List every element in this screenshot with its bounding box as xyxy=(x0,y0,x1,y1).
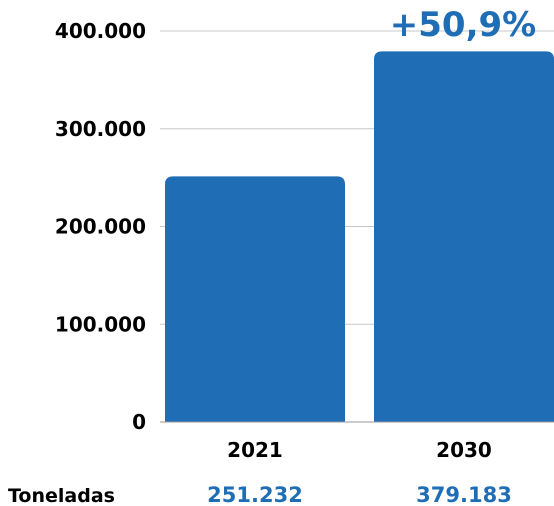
value-label: 379.183 xyxy=(416,483,512,506)
y-tick-label: 200.000 xyxy=(55,215,146,239)
row-label-toneladas: Toneladas xyxy=(8,485,115,506)
y-tick-label: 300.000 xyxy=(55,117,146,141)
growth-annotation: +50,9% xyxy=(390,5,536,45)
x-tick-label: 2030 xyxy=(436,438,492,462)
bar-2021 xyxy=(165,176,345,422)
y-tick-label: 100.000 xyxy=(55,312,146,336)
y-axis-tick-labels: 0 100.000 200.000 300.000 400.000 xyxy=(55,19,146,434)
x-axis-category-labels: 2021 2030 xyxy=(227,438,492,462)
x-tick-label: 2021 xyxy=(227,438,283,462)
bar-2030 xyxy=(374,51,554,422)
bars xyxy=(165,51,554,422)
y-tick-label: 0 xyxy=(132,410,146,434)
y-tick-label: 400.000 xyxy=(55,19,146,43)
value-labels: 251.232 379.183 xyxy=(207,483,512,506)
value-label: 251.232 xyxy=(207,483,303,506)
